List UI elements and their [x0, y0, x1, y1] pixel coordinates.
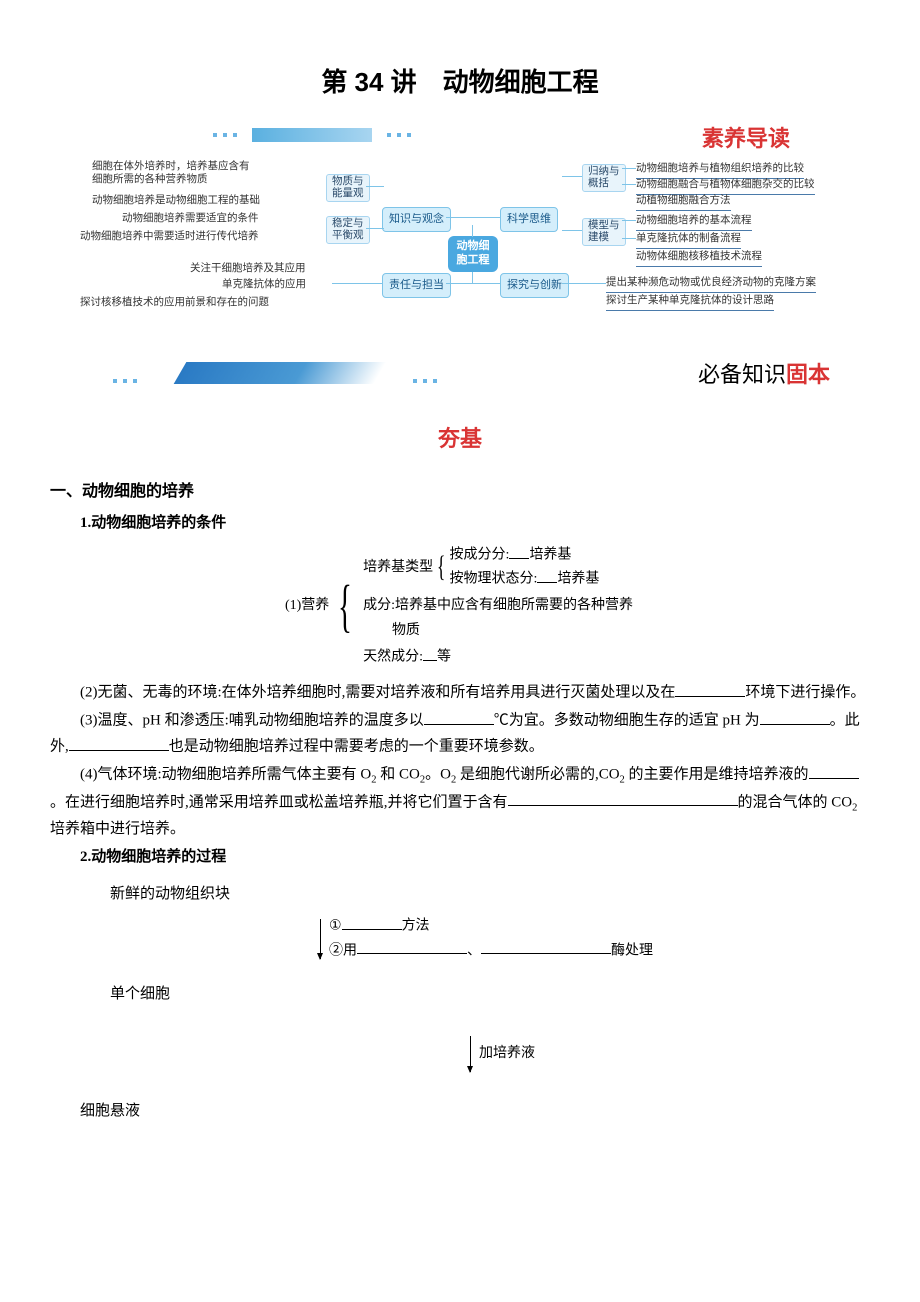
f-r1a: 按成分分:	[450, 548, 510, 563]
blank[interactable]	[424, 708, 494, 725]
mm-left-3: 动物细胞培养中需要适时进行传代培养	[80, 228, 259, 246]
blank[interactable]	[760, 708, 830, 725]
banner2-red: 固本	[786, 362, 830, 387]
flow-arrow-1: ①方法 ②用、酶处理	[320, 916, 870, 962]
banner2-shape	[180, 362, 380, 394]
banner1-label: 素养导读	[702, 120, 790, 157]
blank[interactable]	[675, 680, 745, 697]
dots-right	[384, 122, 414, 148]
f-r2a: 成分:培养基中应含有细胞所需要的各种营养	[363, 598, 633, 613]
banner2-black: 必备知识	[698, 362, 786, 387]
flow-step-2: 单个细胞	[50, 982, 870, 1008]
mm-right-2: 动植物细胞融合方法	[636, 192, 731, 211]
blank[interactable]	[508, 790, 738, 807]
mm-right-6: 提出某种濒危动物或优良经济动物的克隆方案	[606, 274, 816, 293]
mm-right-3: 动物细胞培养的基本流程	[636, 212, 752, 231]
flow-step-1: 新鲜的动物组织块	[50, 882, 870, 908]
mm-right-7: 探讨生产某种单克隆抗体的设计思路	[606, 292, 774, 311]
h3-1: 1.动物细胞培养的条件	[50, 511, 870, 537]
page-title: 第 34 讲 动物细胞工程	[50, 60, 870, 104]
mm-right-5: 动物体细胞核移植技术流程	[636, 248, 762, 267]
heading-hangji: 夯基	[50, 420, 870, 457]
brace-icon: {	[338, 577, 352, 635]
para-3: (3)温度、pH 和渗透压:哺乳动物细胞培养的温度多以℃为宜。多数动物细胞生存的…	[50, 708, 870, 760]
mm-node-kexue: 科学思维	[500, 207, 558, 232]
arrow-down-icon	[470, 1036, 471, 1072]
mm-sub-guina: 归纳与 概括	[582, 164, 626, 192]
blank[interactable]	[357, 939, 467, 954]
mm-left-2: 动物细胞培养需要适宜的条件	[122, 210, 259, 228]
blank[interactable]	[537, 567, 557, 582]
para-2: (2)无菌、无毒的环境:在体外培养细胞时,需要对培养液和所有培养用具进行灭菌处理…	[50, 680, 870, 706]
flow-diagram: 新鲜的动物组织块 ①方法 ②用、酶处理 单个细胞 加培养液 细胞悬液	[50, 882, 870, 1125]
brace-icon-sm: {	[437, 552, 446, 582]
blank[interactable]	[481, 939, 611, 954]
dots-b2-l	[110, 368, 140, 394]
mindmap: 动物细 胞工程 知识与观念 科学思维 责任与担当 探究与创新 物质与 能量观 稳…	[50, 160, 870, 340]
f-r1b-tail: 培养基	[557, 572, 599, 587]
mm-sub-wending: 稳定与 平衡观	[326, 216, 370, 244]
flow-step-3: 细胞悬液	[50, 1099, 870, 1125]
h2-1: 一、动物细胞的培养	[50, 478, 870, 505]
f-r2b: 物质	[392, 623, 420, 638]
blank[interactable]	[342, 914, 402, 929]
h3-2: 2.动物细胞培养的过程	[50, 845, 870, 871]
blue-bar	[252, 128, 372, 142]
mm-left-6: 探讨核移植技术的应用前景和存在的问题	[80, 294, 269, 312]
f-r1-lead: 培养基类型	[363, 556, 433, 580]
banner2-text: 必备知识固本	[698, 356, 830, 393]
mm-center: 动物细 胞工程	[448, 236, 498, 272]
dots-left	[210, 122, 240, 148]
flow-arrow-2: 加培养液	[470, 1033, 870, 1075]
mm-node-zhishi: 知识与观念	[382, 207, 451, 232]
para-4: (4)气体环境:动物细胞培养所需气体主要有 O2 和 CO2。O2 是细胞代谢所…	[50, 762, 870, 842]
mm-left-5: 单克隆抗体的应用	[222, 276, 306, 294]
blank[interactable]	[509, 543, 529, 558]
blank[interactable]	[809, 762, 859, 779]
blank[interactable]	[423, 645, 437, 660]
mm-node-zeren: 责任与担当	[382, 273, 451, 298]
f-r1a-tail: 培养基	[529, 548, 571, 563]
dots-b2-r	[410, 368, 440, 394]
banner-suyang: 素养导读	[50, 122, 870, 150]
mm-node-tanjiu: 探究与创新	[500, 273, 569, 298]
mm-sub-moxing: 模型与 建模	[582, 218, 626, 246]
mm-left-0: 细胞在体外培养时，培养基应含有 细胞所需的各种营养物质	[92, 160, 250, 186]
f-r1b: 按物理状态分:	[450, 572, 538, 587]
arrow-down-icon	[320, 919, 321, 959]
f-r3a: 天然成分:	[363, 650, 423, 665]
f-lead: (1)营养	[285, 594, 329, 618]
mm-sub-wuzhi: 物质与 能量观	[326, 174, 370, 202]
blank[interactable]	[69, 734, 169, 751]
mm-right-4: 单克隆抗体的制备流程	[636, 230, 741, 249]
f-r3a-tail: 等	[437, 650, 451, 665]
formula-1: (1)营养 { 培养基类型 { 按成分分: 培养基 按物理状态分: 培养基 成分:培…	[50, 542, 870, 670]
banner-bibei: 必备知识固本	[50, 354, 870, 390]
mm-left-1: 动物细胞培养是动物细胞工程的基础	[92, 192, 260, 210]
